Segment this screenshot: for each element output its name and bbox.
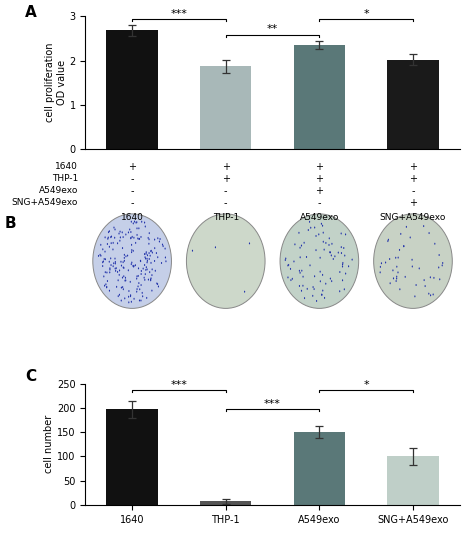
Text: C: C (26, 369, 36, 384)
Bar (200, 502, 252, 505)
Text: +: + (128, 162, 136, 172)
Text: A: A (26, 5, 37, 20)
Text: -: - (318, 198, 321, 208)
Text: B: B (5, 216, 17, 231)
Text: +: + (409, 173, 417, 184)
Y-axis label: cell number: cell number (44, 415, 54, 473)
Text: THP-1: THP-1 (52, 174, 78, 183)
Y-axis label: cell proliferation
OD value: cell proliferation OD value (45, 43, 66, 122)
Text: +: + (409, 162, 417, 172)
Text: -: - (130, 186, 134, 195)
Text: SNG+A549exo: SNG+A549exo (11, 198, 78, 207)
Text: SNG+A549exo: SNG+A549exo (380, 213, 446, 222)
Text: -: - (224, 198, 228, 208)
Text: *: * (364, 380, 369, 390)
Text: -: - (130, 198, 134, 208)
Bar (293, 432, 345, 505)
Text: *: * (364, 9, 369, 19)
Text: -: - (411, 186, 415, 195)
Bar (387, 60, 439, 149)
Bar (106, 30, 158, 149)
Bar (106, 409, 158, 505)
Bar (387, 456, 439, 505)
Text: -: - (224, 186, 228, 195)
Text: ***: *** (264, 399, 281, 409)
Text: +: + (222, 162, 230, 172)
Text: ***: *** (171, 380, 187, 390)
Text: +: + (222, 173, 230, 184)
Text: A549exo: A549exo (38, 186, 78, 195)
Text: ***: *** (171, 9, 187, 19)
Text: A549exo: A549exo (300, 213, 339, 222)
Text: +: + (315, 173, 323, 184)
Text: **: ** (267, 25, 278, 34)
Text: 1640: 1640 (121, 213, 144, 222)
Text: +: + (409, 198, 417, 208)
Text: +: + (315, 162, 323, 172)
Text: THP-1: THP-1 (213, 213, 239, 222)
Text: 1640: 1640 (55, 162, 78, 171)
Bar (200, 66, 252, 149)
Text: -: - (130, 173, 134, 184)
Text: +: + (315, 186, 323, 195)
Bar (293, 45, 345, 149)
